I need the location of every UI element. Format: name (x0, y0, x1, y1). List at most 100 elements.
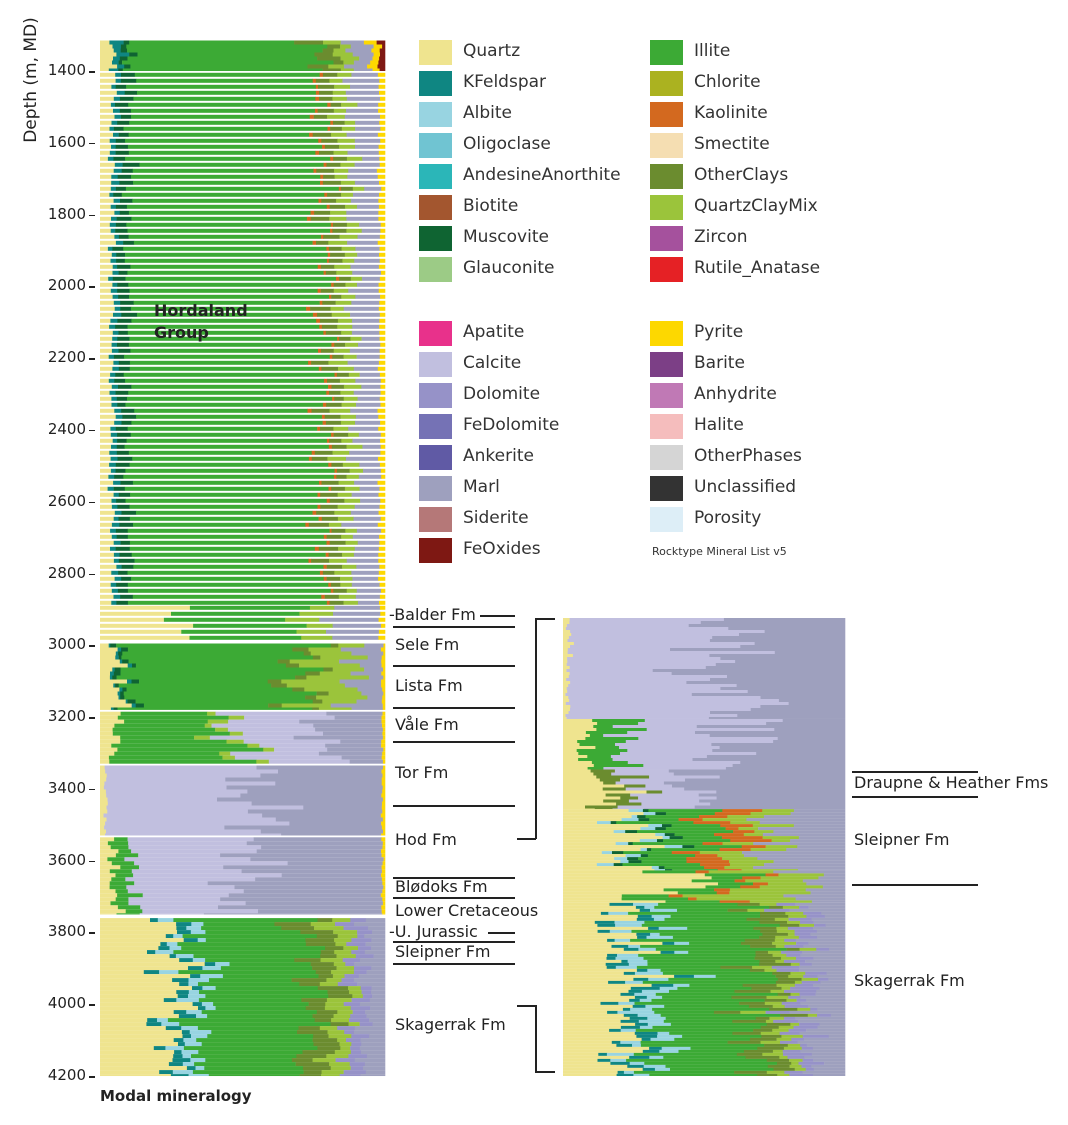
bar-segment-quartzclaymix (306, 623, 333, 628)
bar-segment-kfeldspar (629, 1016, 648, 1020)
bar-segment-quartzclaymix (222, 755, 236, 760)
bar-segment-muscovite (135, 703, 145, 708)
bar-segment-calcite (127, 889, 244, 894)
bar-segment-quartz (563, 1055, 630, 1059)
bar-segment-illite (127, 144, 323, 149)
bar-segment-marl (275, 817, 384, 822)
bar-segment-pyrite (380, 516, 386, 521)
bar-segment-dolomite (346, 942, 366, 947)
bar-segment-pyrite (378, 617, 386, 622)
bar-segment-pyrite (380, 420, 386, 425)
bar-segment-kaolinite (714, 833, 745, 837)
bar-segment-quartz (100, 994, 178, 999)
bar-segment-calcite (566, 669, 654, 672)
bar-segment-illite (115, 873, 134, 878)
bar-segment-quartz (100, 588, 113, 593)
bar-segment-marl (346, 96, 381, 101)
bar-segment-muscovite (116, 396, 128, 401)
bracket (517, 838, 536, 840)
bar-segment-illite (167, 1018, 315, 1023)
bar-segment-illite (578, 758, 613, 761)
bar-segment-illite (128, 450, 312, 455)
bar-segment-quartz (100, 877, 112, 882)
bar-segment-kfeldspar (113, 96, 121, 101)
bar-segment-quartzclaymix (333, 962, 346, 967)
bar-segment-calcite (105, 821, 290, 826)
bar-segment-pyrite (382, 797, 386, 802)
y-tick-mark (89, 1076, 95, 1078)
bar-segment-quartz (100, 643, 109, 648)
bar-segment-otherclays (292, 647, 309, 652)
bar-segment-albite (639, 998, 652, 1002)
bar-segment-illite (623, 851, 672, 855)
bar-segment-dolomite (351, 1034, 370, 1039)
bar-segment-otherclays (292, 687, 305, 692)
bar-segment-quartz (100, 909, 126, 914)
bar-segment-marl (672, 784, 846, 788)
bar-segment-muscovite (119, 552, 132, 557)
bar-segment-albite (632, 1043, 642, 1047)
bar-segment-pyrite (382, 913, 386, 915)
bar-segment-calcite (566, 624, 689, 627)
bar-segment-quartz (100, 516, 114, 521)
bar-segment-quartz (100, 366, 113, 371)
bar-segment-quartz (100, 857, 108, 862)
bar-segment-marl (351, 300, 380, 305)
bar-segment-quartzclaymix (340, 576, 353, 581)
bar-segment-quartz (100, 930, 178, 935)
bar-segment-illite (125, 276, 337, 281)
bar-segment-albite (165, 1046, 185, 1051)
bar-segment-kaolinite (307, 408, 312, 413)
bar-segment-kfeldspar (176, 922, 192, 927)
bar-segment-muscovite (129, 52, 138, 57)
bar-segment-marl (671, 672, 846, 675)
bar-segment-pyrite (381, 683, 386, 688)
bar-segment-illite (654, 905, 770, 909)
bar-segment-muscovite (120, 300, 134, 305)
bar-segment-marl (203, 913, 383, 915)
divider (852, 771, 978, 773)
bar-segment-kfeldspar (660, 950, 675, 954)
bar-segment-illite (645, 815, 700, 819)
bar-segment-otherclays (320, 288, 334, 293)
bar-segment-marl (357, 396, 381, 401)
bar-segment-marl (799, 968, 846, 972)
bar-segment-illite (173, 950, 321, 955)
bar-segment-albite (654, 869, 666, 871)
bar-segment-albite (614, 857, 628, 861)
bar-segment-marl (303, 805, 383, 810)
bar-segment-illite (132, 594, 322, 599)
bar-segment-illite (659, 932, 763, 936)
bar-segment-marl (813, 926, 846, 930)
bar-segment-kaolinite (688, 897, 697, 901)
bar-segment-calcite (612, 725, 697, 728)
bar-segment-kfeldspar (110, 432, 118, 437)
bar-segment-otherclays (307, 64, 329, 69)
bar-segment-muscovite (121, 168, 133, 173)
bar-segment-marl (349, 348, 380, 353)
bar-segment-pyrite (379, 78, 386, 83)
bar-segment-quartzclaymix (790, 1022, 800, 1026)
bar-segment-dolomite (345, 962, 355, 967)
bar-segment-kfeldspar (611, 1040, 621, 1044)
bar-segment-albite (620, 1040, 641, 1044)
bar-segment-kaolinite (319, 300, 323, 305)
bar-segment-quartz (563, 894, 623, 898)
bar-segment-quartz (100, 306, 115, 311)
bar-segment-otherclays (323, 174, 335, 179)
bar-segment-illite (593, 725, 613, 728)
formation-label: Tor Fm (395, 763, 449, 782)
bar-segment-feoxides (379, 68, 386, 72)
bar-segment-otherclays (305, 942, 336, 947)
bar-segment-quartz (100, 1030, 183, 1035)
bar-segment-marl (220, 897, 383, 902)
bar-segment-pyrite (381, 623, 386, 628)
bar-segment-illite (132, 456, 310, 461)
bar-segment-pyrite (382, 789, 386, 794)
bar-segment-marl (363, 1066, 386, 1071)
bar-segment-marl (352, 438, 381, 443)
bar-segment-pyrite (380, 432, 386, 437)
y-tick-label: 4200 (47, 1066, 86, 1084)
bar-segment-marl (371, 986, 386, 991)
bar-segment-otherclays (759, 920, 788, 924)
